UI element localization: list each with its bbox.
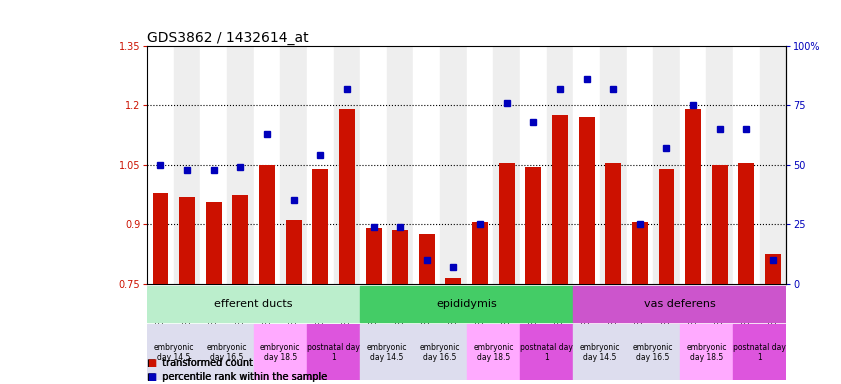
- Bar: [600, 46, 627, 284]
- Text: efferent ducts: efferent ducts: [214, 299, 293, 309]
- Bar: [312, 169, 328, 284]
- Bar: [574, 46, 600, 284]
- Bar: [627, 46, 653, 284]
- Bar: [419, 234, 435, 284]
- Bar: [200, 324, 254, 380]
- Bar: [147, 286, 360, 323]
- Bar: [606, 163, 621, 284]
- Bar: [152, 193, 168, 284]
- Text: ■  percentile rank within the sample: ■ percentile rank within the sample: [147, 372, 328, 382]
- Bar: [254, 324, 307, 380]
- Text: embryonic
day 14.5: embryonic day 14.5: [579, 343, 620, 362]
- Bar: [392, 230, 408, 284]
- Bar: [659, 169, 674, 284]
- Bar: [307, 324, 360, 380]
- Bar: [733, 324, 786, 380]
- Bar: [254, 46, 280, 284]
- Text: transformed count: transformed count: [162, 358, 253, 368]
- Bar: [360, 46, 387, 284]
- Bar: [440, 46, 467, 284]
- Text: embryonic
day 16.5: embryonic day 16.5: [207, 343, 247, 362]
- Bar: [280, 46, 307, 284]
- Bar: [547, 46, 574, 284]
- Bar: [414, 46, 440, 284]
- Bar: [520, 324, 574, 380]
- Bar: [179, 197, 195, 284]
- Bar: [632, 222, 648, 284]
- Bar: [680, 46, 706, 284]
- Text: embryonic
day 14.5: embryonic day 14.5: [154, 343, 194, 362]
- Text: embryonic
day 18.5: embryonic day 18.5: [686, 343, 727, 362]
- Bar: [574, 324, 627, 380]
- Text: embryonic
day 16.5: embryonic day 16.5: [633, 343, 674, 362]
- Bar: [200, 46, 227, 284]
- Bar: [680, 324, 733, 380]
- Bar: [360, 324, 414, 380]
- Bar: [387, 46, 414, 284]
- Bar: [472, 222, 488, 284]
- Bar: [147, 46, 174, 284]
- Bar: [526, 167, 542, 284]
- Bar: [414, 324, 467, 380]
- Bar: [711, 165, 727, 284]
- Text: embryonic
day 14.5: embryonic day 14.5: [367, 343, 407, 362]
- Text: ■  transformed count: ■ transformed count: [147, 358, 253, 368]
- Bar: [579, 118, 595, 284]
- Bar: [759, 46, 786, 284]
- Bar: [339, 109, 355, 284]
- Bar: [627, 324, 680, 380]
- Text: GDS3862 / 1432614_at: GDS3862 / 1432614_at: [147, 31, 309, 45]
- Text: embryonic
day 18.5: embryonic day 18.5: [260, 343, 300, 362]
- Bar: [467, 46, 494, 284]
- Bar: [286, 220, 302, 284]
- Bar: [706, 46, 733, 284]
- Bar: [653, 46, 680, 284]
- Bar: [765, 254, 781, 284]
- Text: ■: ■: [147, 372, 156, 382]
- Bar: [174, 46, 200, 284]
- Text: postnatal day
1: postnatal day 1: [307, 343, 360, 362]
- Text: vas deferens: vas deferens: [644, 299, 716, 309]
- Text: ■: ■: [147, 358, 156, 368]
- Text: postnatal day
1: postnatal day 1: [733, 343, 786, 362]
- Bar: [738, 163, 754, 284]
- Bar: [499, 163, 515, 284]
- Bar: [552, 115, 568, 284]
- Text: epididymis: epididymis: [436, 299, 497, 309]
- Bar: [206, 202, 222, 284]
- Bar: [307, 46, 334, 284]
- Bar: [147, 324, 200, 380]
- Text: embryonic
day 16.5: embryonic day 16.5: [420, 343, 460, 362]
- Bar: [259, 165, 275, 284]
- Text: percentile rank within the sample: percentile rank within the sample: [162, 372, 327, 382]
- Bar: [520, 46, 547, 284]
- Bar: [360, 286, 574, 323]
- Text: postnatal day
1: postnatal day 1: [521, 343, 573, 362]
- Bar: [334, 46, 360, 284]
- Bar: [366, 228, 382, 284]
- Bar: [685, 109, 701, 284]
- Bar: [227, 46, 254, 284]
- Bar: [733, 46, 759, 284]
- Bar: [446, 278, 462, 284]
- Bar: [467, 324, 520, 380]
- Bar: [232, 195, 248, 284]
- Bar: [574, 286, 786, 323]
- Bar: [494, 46, 520, 284]
- Text: embryonic
day 18.5: embryonic day 18.5: [473, 343, 514, 362]
